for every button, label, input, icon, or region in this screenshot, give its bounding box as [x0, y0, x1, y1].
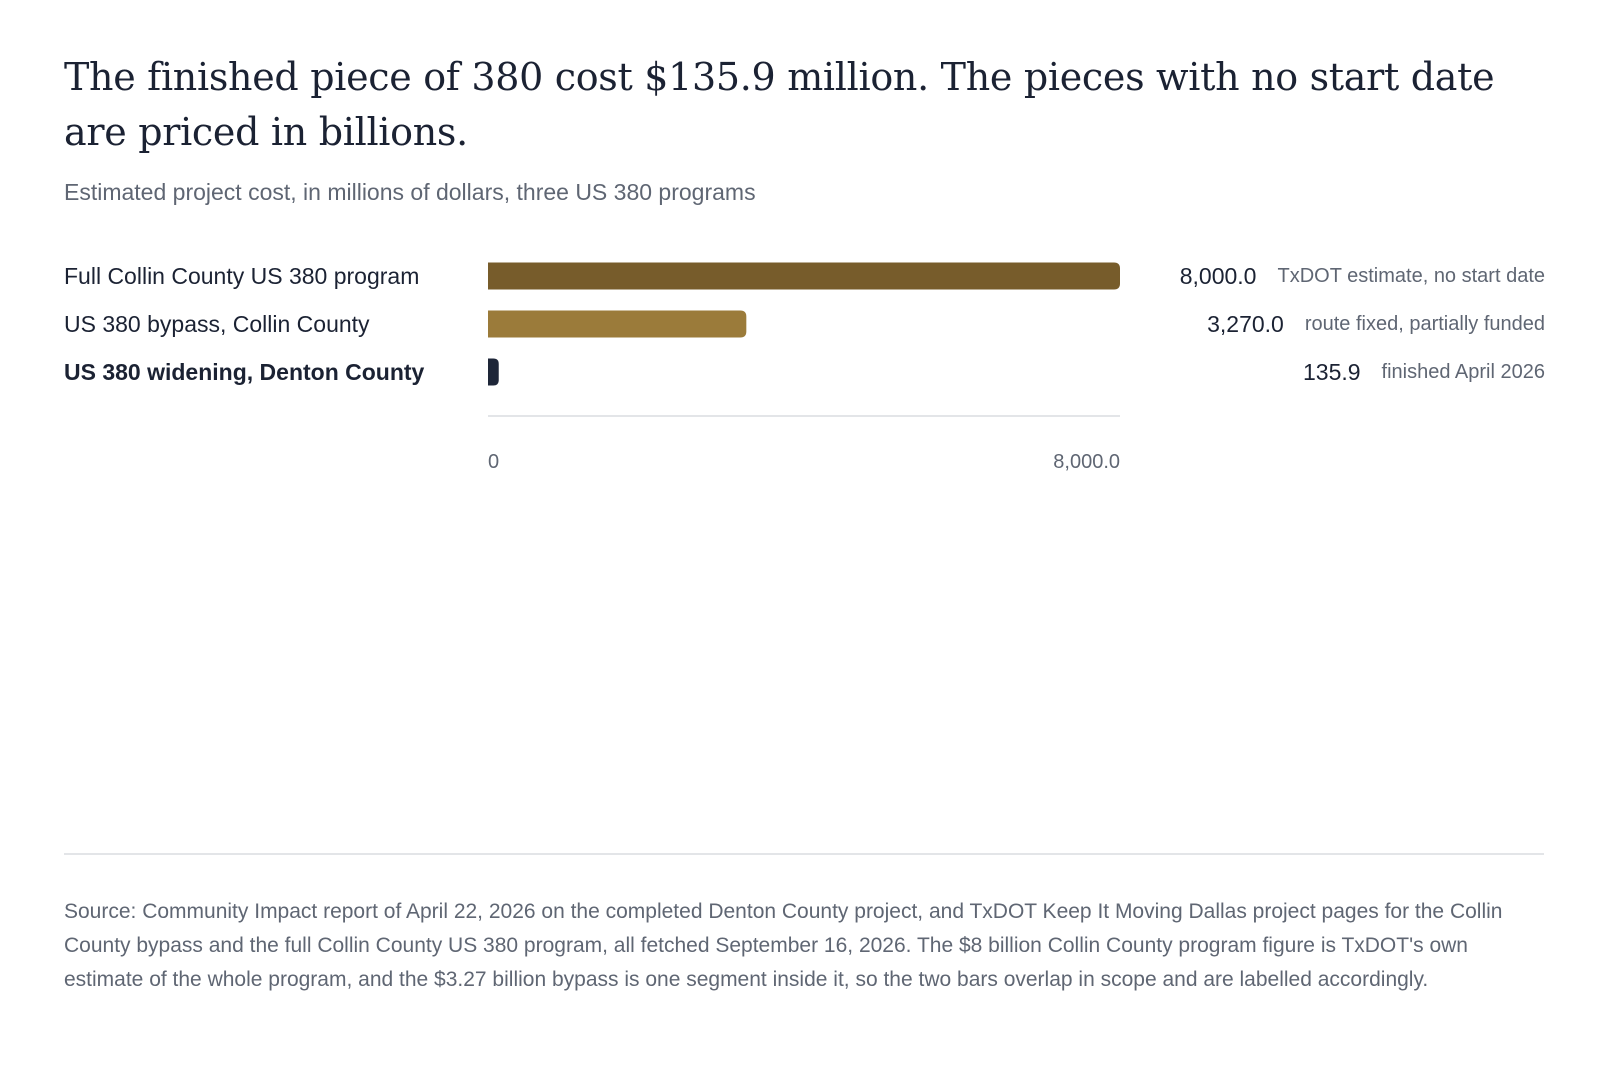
bar-note-label: finished April 2026 [1382, 361, 1545, 383]
bar [488, 310, 747, 338]
bar-note-label: TxDOT estimate, no start date [1277, 265, 1545, 287]
footer-divider [64, 853, 1544, 855]
bar-value-label: 8,000.0 [1180, 263, 1257, 289]
bar [488, 262, 1120, 290]
x-tick-label: 8,000.0 [1053, 451, 1120, 473]
bar-value-label: 3,270.0 [1207, 311, 1284, 337]
bar-chart: Full Collin County US 380 program TxDOT e… [64, 262, 1545, 473]
bar-value-label: 135.9 [1303, 359, 1361, 385]
x-axis-ticks: 0 8,000.0 [488, 451, 1120, 473]
bar [488, 358, 499, 386]
x-tick-label: 0 [488, 451, 499, 473]
category-label: US 380 bypass, Collin County [64, 311, 370, 337]
bars-layer: Full Collin County US 380 program TxDOT e… [64, 262, 1545, 386]
category-label: Full Collin County US 380 program [64, 263, 419, 289]
chart-title: The finished piece of 380 cost $135.9 mi… [64, 55, 1495, 154]
bar-note-label: route fixed, partially funded [1305, 313, 1545, 335]
chart-subtitle: Estimated project cost, in millions of d… [64, 179, 756, 205]
source-note: Source: Community Impact report of April… [64, 900, 1503, 991]
category-label: US 380 widening, Denton County [64, 359, 425, 385]
